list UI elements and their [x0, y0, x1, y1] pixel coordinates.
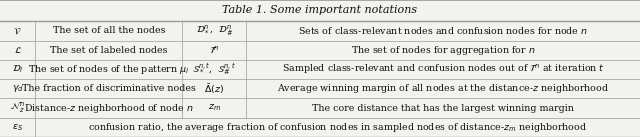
Text: Sets of class-relevant nodes and confusion nodes for node $n$: Sets of class-relevant nodes and confusi… [298, 25, 588, 36]
Text: $\mathcal{N}_z^n$: $\mathcal{N}_z^n$ [10, 101, 25, 115]
Text: The fraction of discriminative nodes: The fraction of discriminative nodes [22, 84, 196, 93]
Text: $\epsilon_S$: $\epsilon_S$ [12, 122, 23, 133]
Text: The set of nodes of the pattern $\mu_l$: The set of nodes of the pattern $\mu_l$ [28, 63, 189, 76]
Text: Average winning margin of all nodes at the distance-$z$ neighborhood: Average winning margin of all nodes at t… [277, 82, 609, 95]
Text: $\mathcal{S}_*^{n,t}$,  $\mathcal{S}_\#^{n,t}$: $\mathcal{S}_*^{n,t}$, $\mathcal{S}_\#^{… [192, 61, 237, 78]
Text: $\bar{\Delta}(z)$: $\bar{\Delta}(z)$ [204, 82, 225, 96]
Text: Distance-$z$ neighborhood of node $n$: Distance-$z$ neighborhood of node $n$ [24, 102, 193, 115]
Text: The set of all the nodes: The set of all the nodes [52, 26, 165, 35]
Text: $\gamma_d$: $\gamma_d$ [12, 83, 24, 94]
Text: Sampled class-relevant and confusion nodes out of $\mathcal{T}^n$ at iteration $: Sampled class-relevant and confusion nod… [282, 62, 605, 76]
Text: confusion ratio, the average fraction of confusion nodes in sampled nodes of dis: confusion ratio, the average fraction of… [88, 121, 587, 134]
Text: $z_m$: $z_m$ [208, 103, 221, 113]
Text: $\mathcal{V}$: $\mathcal{V}$ [13, 26, 22, 36]
Text: The set of labeled nodes: The set of labeled nodes [50, 46, 168, 55]
Text: $\mathcal{D}_*^n$,  $\mathcal{D}_\#^n$: $\mathcal{D}_*^n$, $\mathcal{D}_\#^n$ [196, 24, 233, 38]
Text: $\mathcal{T}^n$: $\mathcal{T}^n$ [209, 44, 220, 56]
Text: The core distance that has the largest winning margin: The core distance that has the largest w… [312, 104, 574, 113]
Text: $\mathcal{L}$: $\mathcal{L}$ [13, 45, 22, 55]
Text: Table 1. Some important notations: Table 1. Some important notations [223, 5, 417, 15]
Text: $\mathcal{D}_l$: $\mathcal{D}_l$ [12, 64, 23, 75]
Text: The set of nodes for aggregation for $n$: The set of nodes for aggregation for $n$ [351, 44, 536, 57]
